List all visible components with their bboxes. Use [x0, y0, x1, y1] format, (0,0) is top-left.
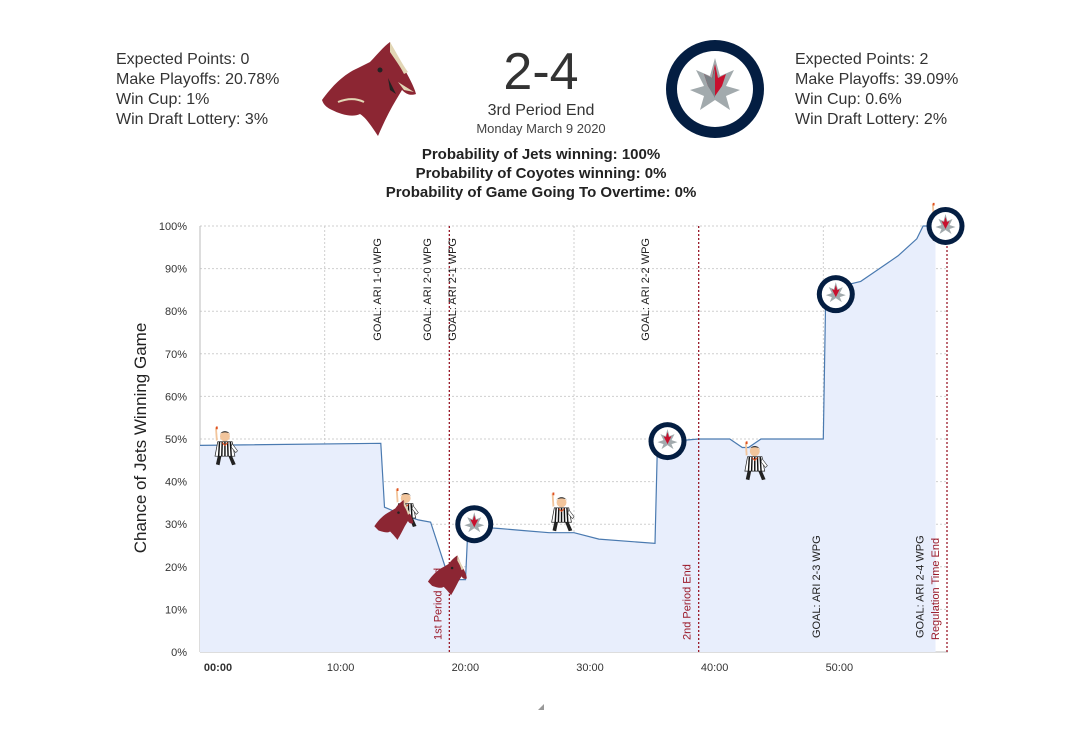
goal-label: GOAL: ARI 1-0 WPG	[372, 238, 384, 341]
game-date: Monday March 9 2020	[476, 121, 606, 136]
x-tick-label: 20:00	[452, 662, 480, 674]
chart-axes: Chance of Jets Winning Game 0% 10% 20% 30% 4…	[131, 221, 853, 674]
y-tick-label: 50%	[165, 434, 187, 446]
x-tick-label: 40:00	[701, 662, 729, 674]
jets-logo-icon	[816, 275, 855, 314]
period-end-label: 2nd Period End	[682, 564, 694, 640]
jets-logo-icon	[455, 505, 494, 544]
y-tick-label: 90%	[165, 264, 187, 276]
away-win-draft-lottery: Win Draft Lottery: 3%	[116, 111, 269, 128]
x-tick-label: 00:00	[204, 662, 232, 674]
y-tick-label: 10%	[165, 604, 187, 616]
x-tick-label: 10:00	[327, 662, 355, 674]
x-tick-label: 50:00	[826, 662, 854, 674]
y-tick-label: 100%	[159, 221, 187, 233]
y-tick-label: 40%	[165, 477, 187, 489]
win-probability-area	[200, 226, 936, 652]
prob-overtime: Probability of Game Going To Overtime: 0…	[385, 184, 697, 201]
win-probability-line	[199, 225, 936, 581]
prob-coyotes-winning: Probability of Coyotes winning: 0%	[415, 165, 667, 182]
home-win-cup: Win Cup: 0.6%	[795, 91, 902, 108]
referee-icon	[550, 491, 575, 532]
x-tick-label: 30:00	[576, 662, 604, 674]
away-team-stats: Expected Points: 0 Make Playoffs: 20.78%…	[116, 50, 279, 130]
home-win-draft-lottery: Win Draft Lottery: 2%	[795, 111, 948, 128]
period-end-label: Regulation Time End	[930, 538, 942, 640]
y-tick-label: 0%	[171, 647, 187, 659]
y-axis-label: Chance of Jets Winning Game	[131, 323, 150, 554]
home-expected-points: Expected Points: 2	[795, 51, 929, 68]
chart-annotation-lines: 1st Period End 2nd Period End Regulation T…	[372, 226, 948, 652]
game-period: 3rd Period End	[487, 102, 595, 119]
jets-logo-icon	[926, 207, 965, 245]
y-tick-label: 60%	[165, 391, 187, 403]
game-score: 2-4	[503, 43, 579, 101]
y-tick-label: 70%	[165, 349, 187, 361]
jets-logo-icon	[648, 422, 687, 461]
home-make-playoffs: Make Playoffs: 39.09%	[795, 71, 959, 88]
goal-label: GOAL: ARI 2-0 WPG	[422, 238, 434, 341]
coyotes-logo-icon	[318, 38, 418, 143]
chart-area-layer	[199, 225, 936, 652]
y-tick-label: 80%	[165, 306, 187, 318]
y-tick-label: 30%	[165, 519, 187, 531]
goal-label: GOAL: ARI 2-1 WPG	[447, 238, 459, 341]
goal-label: GOAL: ARI 2-2 WPG	[640, 238, 652, 341]
goal-label: GOAL: ARI 2-3 WPG	[811, 535, 823, 638]
away-expected-points: Expected Points: 0	[116, 51, 250, 68]
home-team-stats: Expected Points: 2 Make Playoffs: 39.09%…	[795, 50, 958, 130]
resize-grip-icon	[538, 704, 544, 710]
goal-label: GOAL: ARI 2-4 WPG	[914, 535, 926, 638]
y-tick-label: 20%	[165, 562, 187, 574]
jets-logo-icon	[664, 38, 766, 145]
away-win-cup: Win Cup: 1%	[116, 91, 210, 108]
away-make-playoffs: Make Playoffs: 20.78%	[116, 71, 280, 88]
prob-jets-winning: Probability of Jets winning: 100%	[421, 146, 661, 163]
